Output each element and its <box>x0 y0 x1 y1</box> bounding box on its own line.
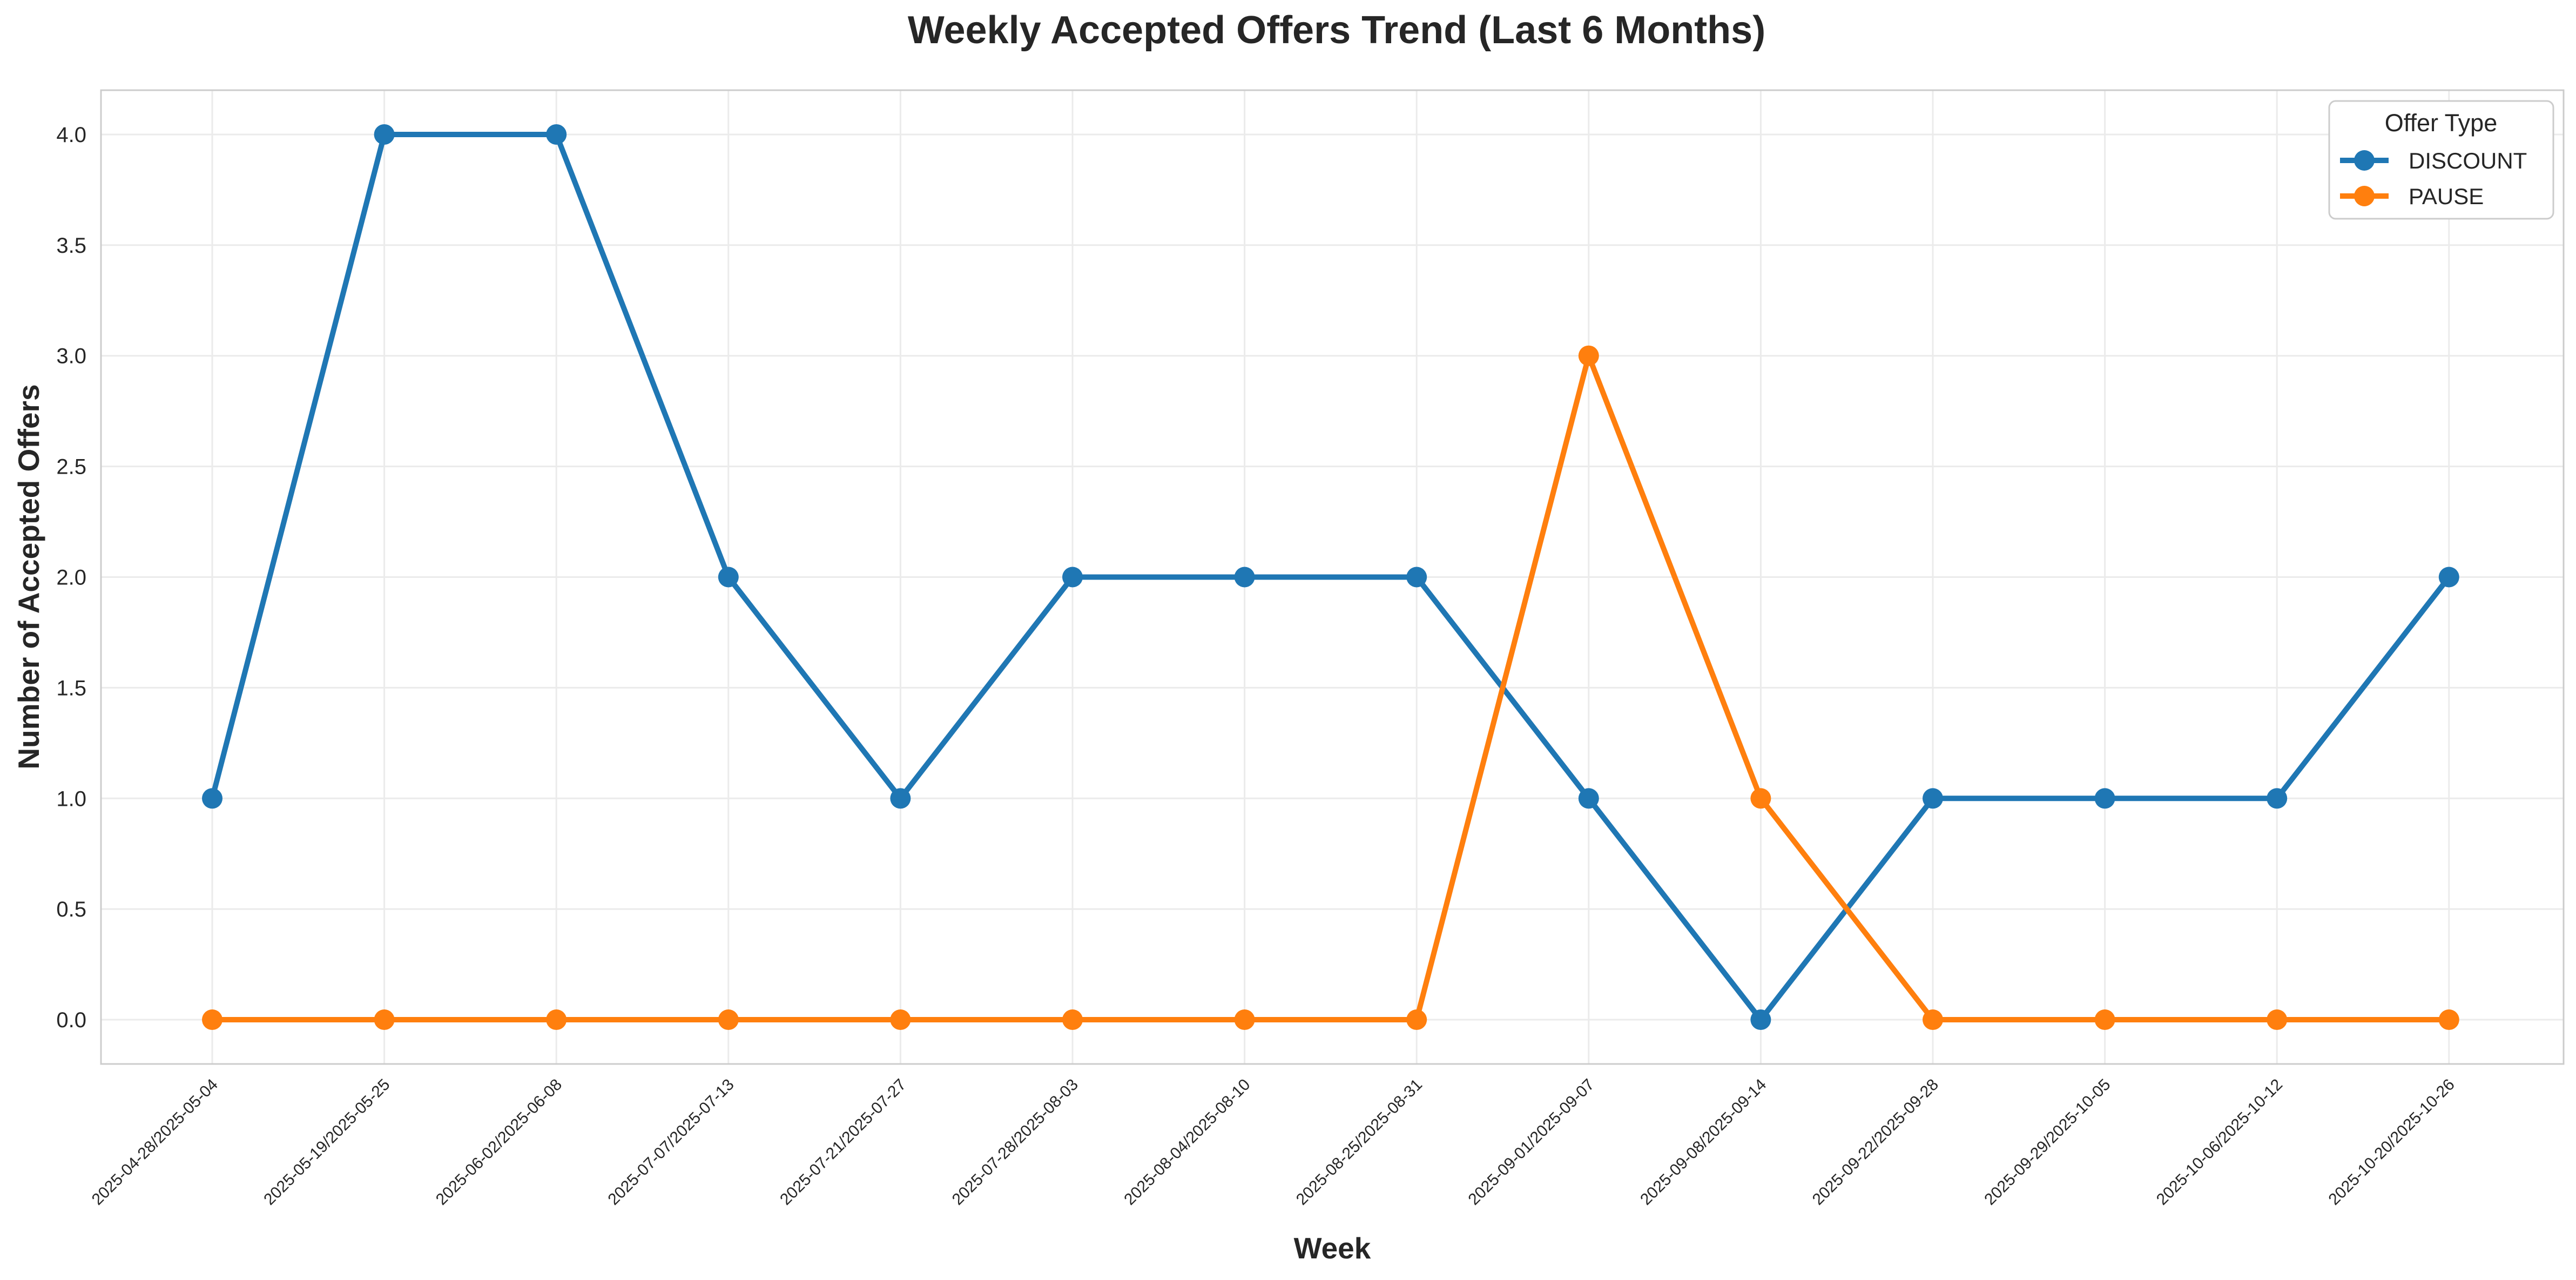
y-tick-label: 0.0 <box>56 1008 86 1032</box>
data-point-discount <box>1234 567 1255 588</box>
data-point-discount <box>718 567 739 588</box>
data-point-pause <box>2267 1009 2288 1030</box>
x-tick-label: 2025-10-06/2025-10-12 <box>2153 1076 2286 1209</box>
y-axis-ticks: 0.0 0.5 1.0 1.5 2.0 2.5 3.0 3.5 4.0 <box>56 123 86 1032</box>
x-tick-label: 2025-07-07/2025-07-13 <box>604 1076 737 1209</box>
data-point-discount <box>2267 788 2288 809</box>
x-tick-label: 2025-04-28/2025-05-04 <box>89 1076 221 1209</box>
data-point-pause <box>374 1009 395 1030</box>
y-tick-label: 1.0 <box>56 787 86 811</box>
x-tick-label: 2025-09-29/2025-10-05 <box>1981 1076 2114 1209</box>
data-point-pause <box>1062 1009 1083 1030</box>
x-tick-label: 2025-06-02/2025-06-08 <box>433 1076 565 1209</box>
y-tick-label: 3.0 <box>56 345 86 368</box>
y-axis-label: Number of Accepted Offers <box>12 384 45 769</box>
legend-box <box>2328 100 2554 220</box>
data-point-pause <box>1923 1009 1943 1030</box>
y-tick-label: 3.5 <box>56 234 86 258</box>
x-axis-label: Week <box>1294 1231 1371 1265</box>
legend: Offer Type DISCOUNT PAUSE <box>2328 100 2554 220</box>
data-point-discount <box>2094 788 2115 809</box>
y-tick-label: 1.5 <box>56 676 86 700</box>
legend-title: Offer Type <box>2385 109 2497 137</box>
data-point-discount <box>2438 567 2459 588</box>
legend-swatch-marker <box>2354 150 2375 171</box>
x-tick-label: 2025-09-08/2025-09-14 <box>1637 1076 1770 1209</box>
data-point-pause <box>2094 1009 2115 1030</box>
legend-label: DISCOUNT <box>2409 148 2527 173</box>
data-point-discount <box>1923 788 1943 809</box>
data-point-discount <box>546 124 567 145</box>
data-point-pause <box>1750 788 1771 809</box>
data-point-pause <box>1406 1009 1427 1030</box>
data-point-discount <box>890 788 911 809</box>
data-point-pause <box>2438 1009 2459 1030</box>
data-point-pause <box>1234 1009 1255 1030</box>
data-point-discount <box>202 788 222 809</box>
data-point-pause <box>1578 345 1599 366</box>
data-point-pause <box>890 1009 911 1030</box>
series-line-pause <box>210 353 2452 1023</box>
y-tick-label: 2.0 <box>56 566 86 590</box>
x-tick-label: 2025-09-22/2025-09-28 <box>1809 1076 1942 1209</box>
legend-swatch-marker <box>2354 186 2375 206</box>
y-tick-label: 4.0 <box>56 123 86 147</box>
data-point-discount <box>1750 1009 1771 1030</box>
data-point-pause <box>546 1009 567 1030</box>
data-point-discount <box>1062 567 1083 588</box>
x-tick-label: 2025-05-19/2025-05-25 <box>260 1076 393 1209</box>
x-axis-ticks: 2025-04-28/2025-05-04 2025-05-19/2025-05-… <box>89 1076 2458 1209</box>
plot-frame <box>100 89 2565 1065</box>
x-tick-label: 2025-07-21/2025-07-27 <box>777 1076 909 1209</box>
x-tick-label: 2025-08-04/2025-08-10 <box>1121 1076 1253 1209</box>
x-tick-label: 2025-08-25/2025-08-31 <box>1293 1076 1426 1209</box>
legend-label: PAUSE <box>2409 184 2484 209</box>
chart-title: Weekly Accepted Offers Trend (Last 6 Mon… <box>908 9 1765 52</box>
y-tick-label: 2.5 <box>56 455 86 479</box>
x-tick-label: 2025-07-28/2025-08-03 <box>949 1076 1082 1209</box>
x-tick-label: 2025-10-20/2025-10-26 <box>2325 1076 2458 1209</box>
data-point-discount <box>1406 567 1427 588</box>
series-layer <box>202 124 2459 1030</box>
data-point-pause <box>718 1009 739 1030</box>
data-point-pause <box>202 1009 222 1030</box>
data-point-discount <box>1578 788 1599 809</box>
data-point-discount <box>374 124 395 145</box>
series-line-discount <box>210 131 2452 1023</box>
x-tick-label: 2025-09-01/2025-09-07 <box>1465 1076 1597 1209</box>
y-tick-label: 0.5 <box>56 898 86 921</box>
